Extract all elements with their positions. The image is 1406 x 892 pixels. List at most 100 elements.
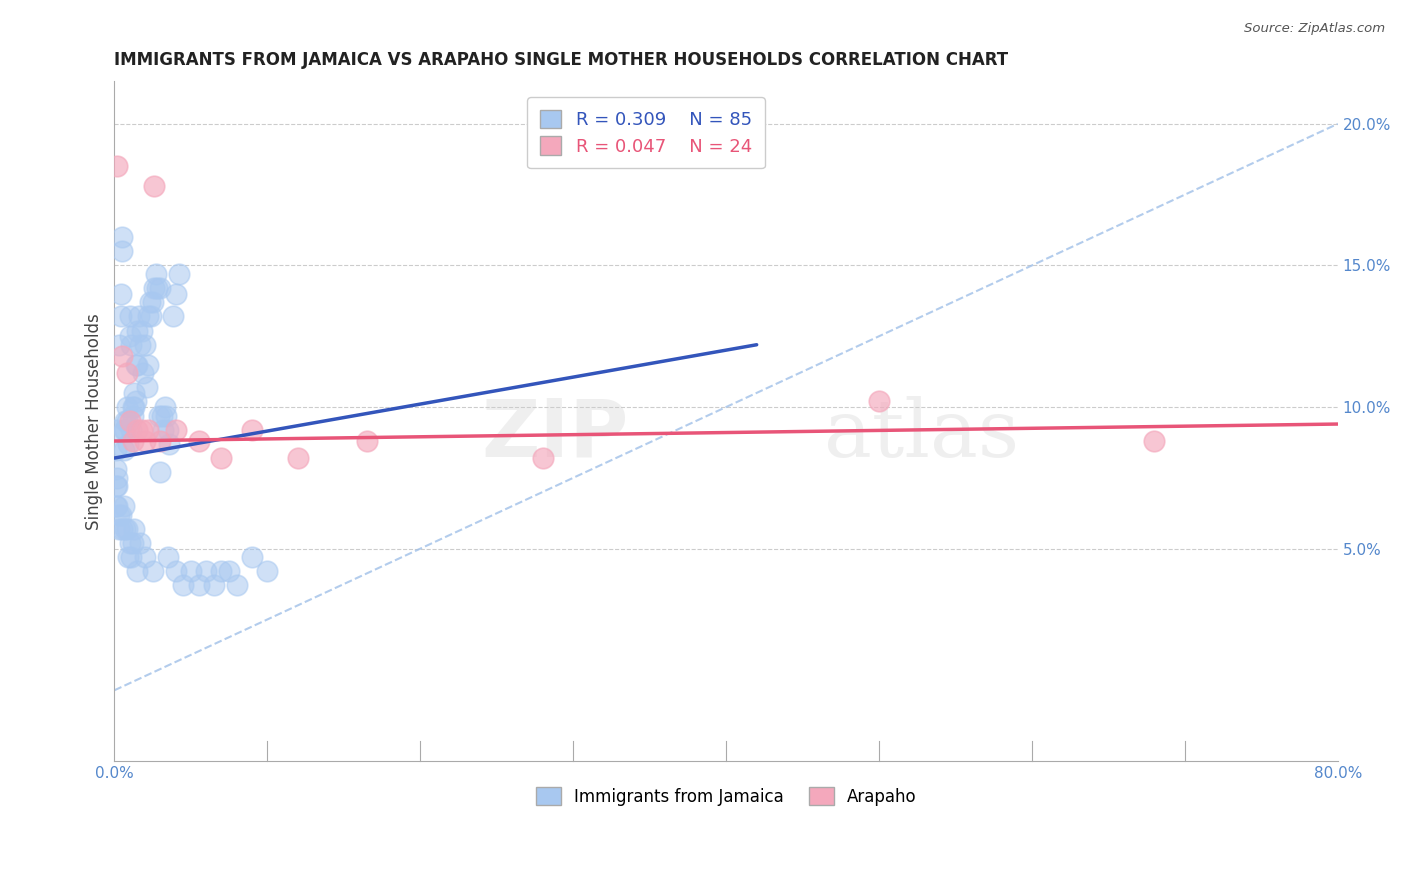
Point [121,434,143,448]
Point [1143,434,1166,448]
Point [107,159,129,173]
Point [118,536,141,550]
Point [152,423,174,437]
Point [104,479,127,493]
Point [117,437,139,451]
Point [187,434,209,448]
Point [111,244,134,259]
Point [218,564,240,578]
Point [149,434,172,448]
Point [531,450,554,465]
Point [124,385,146,400]
Point [165,564,187,578]
Point [139,310,162,324]
Point [114,522,136,536]
Point [112,499,135,513]
Point [131,423,153,437]
Point [162,310,184,324]
Point [115,522,138,536]
Point [148,409,170,423]
Point [165,423,187,437]
Point [128,310,150,324]
Text: ZIP: ZIP [481,396,628,474]
Point [240,423,263,437]
Point [356,434,378,448]
Point [156,423,179,437]
Point [225,578,247,592]
Point [142,295,165,310]
Point [129,536,152,550]
Point [143,179,166,194]
Point [124,400,146,414]
Point [149,281,172,295]
Point [108,337,131,351]
Point [121,536,143,550]
Point [146,281,169,295]
Point [120,337,142,351]
Point [211,450,233,465]
Point [115,366,138,380]
Text: atlas: atlas [824,396,1019,474]
Point [112,442,135,457]
Point [150,409,173,423]
Point [121,409,143,423]
Point [287,450,309,465]
Point [256,564,278,578]
Point [136,423,159,437]
Point [127,564,149,578]
Point [112,423,135,437]
Point [118,310,141,324]
Point [108,522,131,536]
Point [108,508,131,522]
Point [159,437,181,451]
Point [132,366,155,380]
Point [125,394,148,409]
Point [142,564,165,578]
Point [134,550,156,565]
Point [110,286,132,301]
Point [111,522,134,536]
Point [115,414,138,428]
Point [155,409,177,423]
Point [107,499,129,513]
Point [211,564,233,578]
Point [195,564,218,578]
Point [117,550,139,565]
Point [127,358,149,372]
Point [127,324,149,338]
Point [104,423,127,437]
Point [153,400,176,414]
Point [115,400,138,414]
Point [135,380,157,394]
Point [110,310,132,324]
Point [125,358,148,372]
Point [111,230,134,244]
Point [111,349,134,363]
Point [868,394,890,409]
Point [131,324,153,338]
Point [120,423,142,437]
Point [118,414,141,428]
Point [134,337,156,351]
Point [127,423,149,437]
Point [104,462,127,476]
Point [165,286,187,301]
Point [143,281,166,295]
Point [136,358,159,372]
Point [138,295,160,310]
Point [202,578,225,592]
Point [149,465,172,479]
Point [121,400,143,414]
Point [118,329,141,343]
Y-axis label: Single Mother Households: Single Mother Households [86,313,103,530]
Point [124,522,146,536]
Point [110,508,132,522]
Point [114,423,136,437]
Point [129,337,152,351]
Point [156,550,179,565]
Legend: Immigrants from Jamaica, Arapaho: Immigrants from Jamaica, Arapaho [527,779,925,814]
Point [180,564,202,578]
Point [172,578,194,592]
Point [167,267,190,281]
Point [120,550,142,565]
